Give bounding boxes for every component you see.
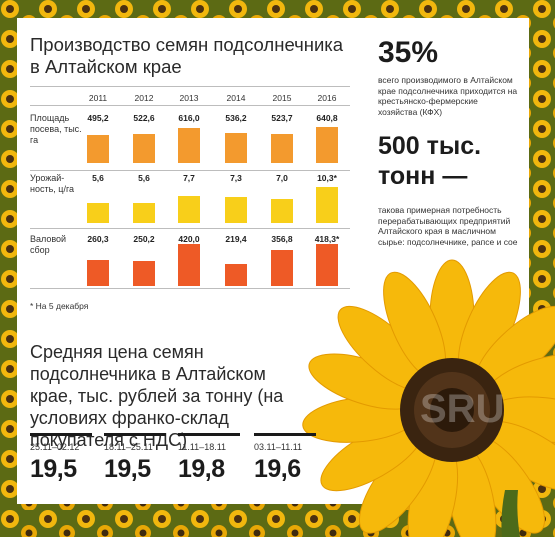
stat-tons-desc: такова примерная потребность перерабатыв… bbox=[378, 205, 518, 247]
bar bbox=[316, 127, 338, 163]
year-label: 2013 bbox=[179, 93, 199, 103]
data-label: 536,2 bbox=[225, 113, 247, 123]
price-value: 19,5 bbox=[30, 455, 77, 483]
data-label: 10,3* bbox=[317, 173, 337, 183]
data-label: 5,6 bbox=[138, 173, 150, 183]
sunflower-stem bbox=[501, 490, 520, 537]
sunflower-petals bbox=[302, 259, 555, 537]
data-label: 616,0 bbox=[178, 113, 200, 123]
data-label: 356,8 bbox=[271, 234, 293, 244]
price-value: 19,6 bbox=[254, 455, 301, 483]
data-label: 640,8 bbox=[316, 113, 338, 123]
bar bbox=[271, 134, 293, 163]
data-label: 7,7 bbox=[183, 173, 195, 183]
bar bbox=[133, 203, 155, 223]
data-label: 522,6 bbox=[133, 113, 155, 123]
row2-rule bbox=[30, 228, 350, 229]
stat-pct: 35% bbox=[378, 36, 439, 69]
bar bbox=[225, 133, 247, 163]
stat-pct-desc: всего производимого в Алтайском крае под… bbox=[378, 75, 518, 117]
bar bbox=[316, 244, 338, 286]
chart-top-rule bbox=[30, 86, 350, 87]
price-value: 19,5 bbox=[104, 455, 151, 483]
bar bbox=[271, 199, 293, 223]
chart-bottom-rule bbox=[30, 288, 350, 289]
row-label-area: Площадь посева, тыс. га bbox=[30, 113, 82, 145]
data-label: 7,0 bbox=[276, 173, 288, 183]
price-rule bbox=[178, 433, 240, 436]
chart-footnote: * На 5 декабря bbox=[30, 301, 89, 311]
data-label: 219,4 bbox=[225, 234, 247, 244]
stat-tons: 500 тыс. тонн — bbox=[378, 132, 482, 190]
data-label: 5,6 bbox=[92, 173, 104, 183]
data-label: 420,0 bbox=[178, 234, 200, 244]
row1-rule bbox=[30, 170, 350, 171]
year-row-rule bbox=[30, 105, 350, 106]
row-label-harvest: Валовой сбор bbox=[30, 234, 67, 255]
price-date: 11.11–18.11 bbox=[178, 442, 227, 452]
price-date: 18.11–25.11 bbox=[104, 442, 153, 452]
bar bbox=[178, 244, 200, 286]
bar bbox=[87, 135, 109, 163]
price-cell: 11.11–18.11 19,8 bbox=[178, 433, 240, 484]
data-label: 7,3 bbox=[230, 173, 242, 183]
bar bbox=[87, 203, 109, 223]
year-label: 2011 bbox=[88, 93, 108, 103]
data-label: 523,7 bbox=[271, 113, 293, 123]
price-rule bbox=[30, 433, 92, 436]
data-label: 250,2 bbox=[133, 234, 155, 244]
price-date: 25.11–02.12 bbox=[30, 442, 80, 452]
bar bbox=[225, 264, 247, 286]
price-rule bbox=[104, 433, 166, 436]
price-cell: 25.11–02.12 19,5 bbox=[30, 433, 92, 484]
bar bbox=[133, 261, 155, 286]
chart-title: Производство семян подсолнечника в Алтай… bbox=[30, 34, 344, 77]
bar bbox=[87, 260, 109, 286]
price-date: 03.11–11.11 bbox=[254, 442, 303, 452]
year-label: 2014 bbox=[226, 93, 246, 103]
bar bbox=[133, 134, 155, 163]
data-label: 495,2 bbox=[87, 113, 109, 123]
bar bbox=[271, 250, 293, 286]
row-label-yield: Урожай- ность, ц/га bbox=[30, 173, 75, 194]
data-label: 418,3* bbox=[314, 234, 340, 244]
watermark: SRU bbox=[420, 387, 504, 431]
price-value: 19,8 bbox=[178, 455, 225, 483]
bar bbox=[178, 128, 200, 163]
year-label: 2015 bbox=[272, 93, 292, 103]
year-label: 2016 bbox=[317, 93, 337, 103]
bar bbox=[225, 197, 247, 223]
price-rule bbox=[254, 433, 316, 436]
bar bbox=[316, 187, 338, 223]
year-label: 2012 bbox=[134, 93, 154, 103]
price-cell: 18.11–25.11 19,5 bbox=[104, 433, 166, 484]
prices-title: Средняя цена семян подсолнечника в Алтай… bbox=[30, 342, 284, 450]
price-cell: 03.11–11.11 19,6 bbox=[254, 433, 316, 484]
bar bbox=[178, 196, 200, 223]
data-label: 260,3 bbox=[87, 234, 109, 244]
